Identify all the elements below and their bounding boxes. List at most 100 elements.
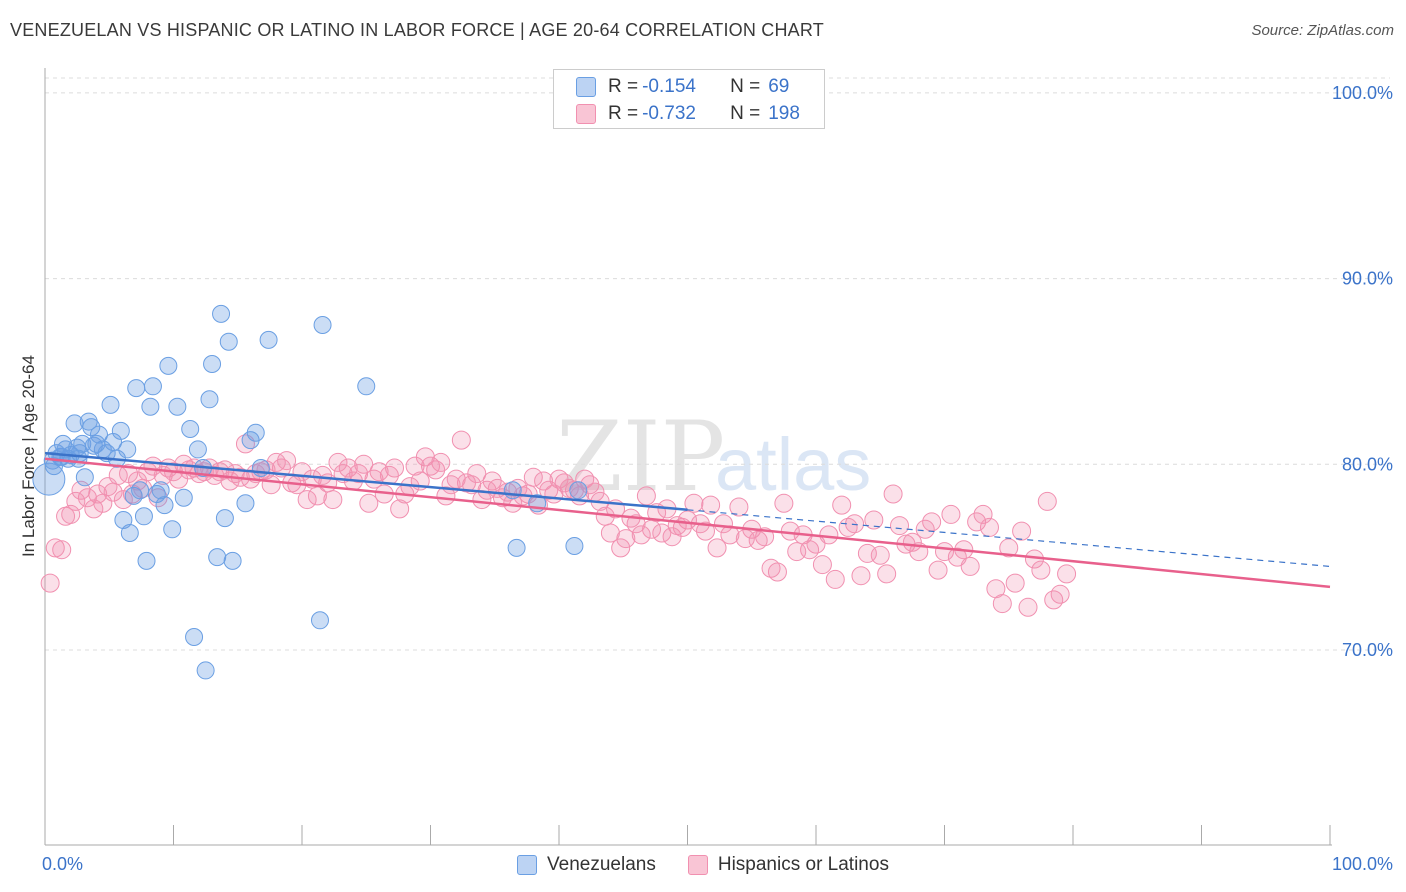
- hispanics-point: [812, 555, 832, 575]
- hispanics-point: [967, 512, 987, 532]
- hispanics-point: [359, 493, 379, 513]
- venezuelans-point: [111, 421, 130, 440]
- y-tick-label: 90.0%: [1342, 269, 1393, 289]
- venezuelans-point: [507, 538, 526, 557]
- venezuelans-point: [141, 397, 160, 416]
- hispanics-point: [838, 517, 858, 537]
- hispanics-point: [575, 469, 595, 489]
- venezuelans-point: [181, 420, 200, 438]
- hispanics-point: [297, 490, 317, 510]
- hispanics-point: [992, 594, 1012, 614]
- hispanics-point: [421, 456, 440, 476]
- venezuelans-point: [246, 423, 265, 442]
- venezuelans-point: [219, 332, 238, 351]
- hispanics-point: [277, 451, 297, 471]
- r-label: R =: [608, 103, 639, 124]
- venezuelans-point: [503, 481, 522, 500]
- hispanics-point: [979, 517, 999, 537]
- hispanics-swatch: [687, 855, 708, 875]
- venezuelans-point: [188, 440, 207, 459]
- r-value: -0.154: [642, 76, 696, 97]
- venezuelans-point: [127, 379, 146, 398]
- venezuelans-point: [565, 537, 584, 555]
- hispanics-point: [678, 510, 697, 530]
- venezuelans-point: [75, 468, 94, 487]
- hispanics-point: [1037, 491, 1057, 511]
- venezuelans-point: [118, 440, 137, 459]
- stats-legend: R = -0.154 N = 69 R = -0.732 N = 198: [553, 69, 825, 129]
- venezuelans-point: [151, 481, 170, 500]
- venezuelans-point: [137, 551, 156, 570]
- venezuelans-point: [159, 356, 178, 375]
- venezuelans-point: [101, 395, 120, 414]
- hispanics-point: [1018, 597, 1038, 617]
- hispanics-point: [877, 564, 897, 584]
- hispanics-point: [349, 464, 369, 484]
- hispanics-point: [52, 540, 72, 560]
- legend-item-hispanics[interactable]: Hispanics or Latinos: [687, 854, 889, 876]
- venezuelans-point: [196, 661, 215, 680]
- hispanics-point: [1012, 521, 1032, 541]
- legend-item-venezuelans[interactable]: Venezuelans: [517, 854, 656, 876]
- venezuelans-swatch: [576, 77, 596, 97]
- venezuelans-point: [212, 304, 231, 323]
- venezuelans-point: [155, 496, 174, 515]
- venezuelans-point: [310, 611, 329, 630]
- venezuelans-point: [131, 481, 150, 500]
- hispanics-point: [890, 516, 910, 536]
- hispanics-point: [534, 471, 554, 491]
- hispanics-point: [354, 454, 374, 474]
- hispanics-point: [960, 556, 980, 576]
- hispanics-point: [947, 547, 967, 567]
- venezuelans-point: [313, 316, 332, 334]
- n-label: N =: [730, 103, 761, 124]
- hispanics-point: [611, 538, 631, 558]
- hispanics-point: [652, 523, 672, 543]
- hispanics-point: [941, 504, 961, 524]
- hispanics-point: [631, 525, 651, 545]
- legend-row-hispanics: R = -0.732 N = 198: [576, 102, 800, 126]
- series-legend: Venezuelans Hispanics or Latinos: [0, 852, 1406, 878]
- venezuelans-point: [168, 397, 187, 416]
- venezuelans-point: [163, 520, 182, 539]
- hispanics-point: [113, 490, 133, 510]
- hispanics-point: [915, 519, 935, 539]
- hispanics-point: [390, 499, 410, 519]
- hispanics-point: [864, 510, 884, 530]
- hispanics-point: [415, 447, 435, 467]
- hispanics-point: [713, 514, 733, 534]
- hispanics-point: [767, 562, 787, 582]
- venezuelans-point: [357, 377, 376, 396]
- hispanics-point: [851, 566, 871, 586]
- venezuelans-point: [134, 507, 153, 526]
- venezuelans-swatch: [517, 855, 538, 875]
- trend-lines: [44, 451, 1331, 589]
- hispanics-point: [369, 462, 389, 482]
- venezuelans-point: [215, 509, 234, 528]
- hispanics-point: [40, 573, 60, 593]
- hispanics-point: [755, 527, 775, 547]
- hispanics-point: [554, 473, 574, 493]
- hispanics-point: [323, 490, 343, 510]
- tick-labels: 70.0% 80.0% 90.0% 100.0% 0.0% 100.0%: [42, 83, 1393, 874]
- hispanics-point: [761, 558, 781, 578]
- legend-label-hispanics: Hispanics or Latinos: [717, 854, 889, 875]
- hispanics-point: [600, 523, 620, 543]
- venezuelans-point: [185, 628, 204, 646]
- legend-label-venezuelans: Venezuelans: [547, 854, 656, 875]
- hispanics-point: [774, 493, 794, 513]
- hispanics-point: [385, 458, 405, 478]
- venezuelans-point: [174, 488, 193, 507]
- hispanics-point: [707, 538, 727, 558]
- n-value: 69: [768, 76, 790, 97]
- hispanics-point: [467, 464, 487, 484]
- y-tick-label: 70.0%: [1342, 640, 1393, 660]
- hispanics-point: [695, 521, 715, 541]
- venezuelans-point: [208, 548, 227, 567]
- hispanics-point: [523, 467, 543, 487]
- venezuelans-point: [65, 414, 84, 433]
- chart-title: VENEZUELAN VS HISPANIC OR LATINO IN LABO…: [10, 20, 824, 40]
- venezuelans-point: [44, 457, 63, 476]
- hispanics-point: [819, 525, 839, 545]
